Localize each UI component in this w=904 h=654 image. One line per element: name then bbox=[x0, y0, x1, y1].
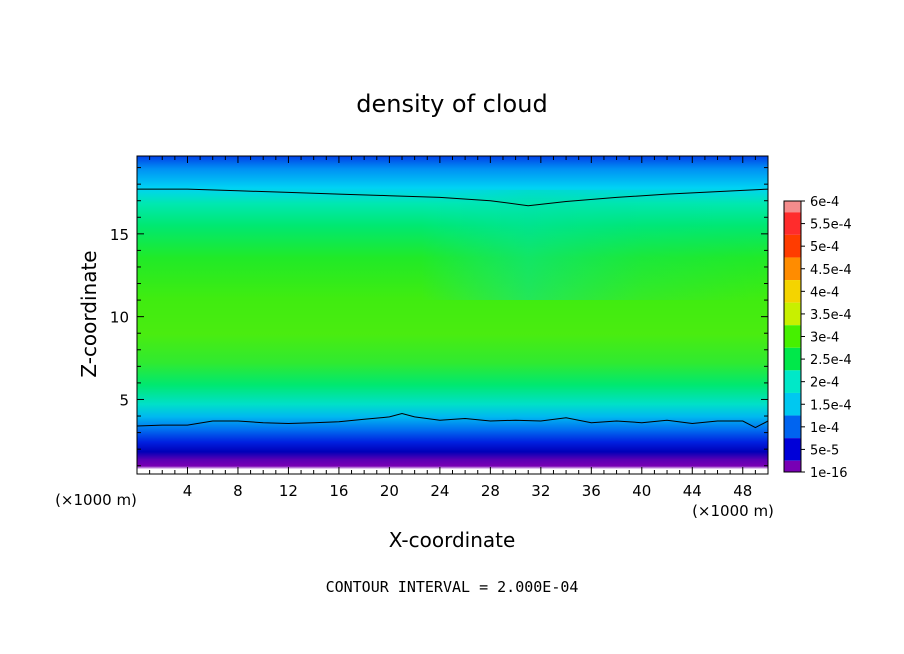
colorbar-swatch bbox=[784, 212, 801, 235]
colorbar-swatch bbox=[784, 280, 801, 303]
colorbar-swatch bbox=[784, 257, 801, 281]
y-tick-label: 15 bbox=[110, 226, 129, 244]
colorbar-swatch bbox=[784, 438, 801, 461]
colorbar-label: 4e-4 bbox=[810, 285, 839, 300]
x-tick-label: 32 bbox=[531, 482, 550, 500]
y-tick-label: 5 bbox=[119, 391, 129, 409]
colorbar-swatch bbox=[784, 370, 801, 393]
x-tick-label: 44 bbox=[683, 482, 702, 500]
colorbar-swatch bbox=[784, 392, 801, 416]
x-unit-label: (×1000 m) bbox=[55, 491, 137, 509]
colorbar-label: 4.5e-4 bbox=[810, 263, 852, 278]
contour-interval-note: CONTOUR INTERVAL = 2.000E-04 bbox=[326, 578, 579, 596]
x-tick-label: 28 bbox=[481, 482, 500, 500]
y-axis-label: Z-coordinate bbox=[77, 250, 101, 377]
x-tick-label: 36 bbox=[582, 482, 601, 500]
x-tick-label: 8 bbox=[233, 482, 243, 500]
colorbar-swatch bbox=[784, 201, 801, 213]
x-tick-label: 16 bbox=[329, 482, 348, 500]
y-unit-label: (×1000 m) bbox=[692, 502, 774, 520]
colorbar-label: 2e-4 bbox=[810, 376, 839, 391]
colorbar-label: 1e-4 bbox=[810, 421, 839, 436]
colorbar-swatch bbox=[784, 347, 801, 371]
x-axis-label: X-coordinate bbox=[389, 528, 516, 552]
y-tick-label: 10 bbox=[110, 309, 129, 327]
colorbar-label: 3e-4 bbox=[810, 331, 839, 346]
colorbar: 6e-4 5.5e-4 5e-4 4.5e-4 4e-4 3.5e-4 3e-4 2.5e-4… bbox=[783, 195, 852, 481]
y-axis: 5 10 15 bbox=[110, 167, 768, 467]
x-tick-label: 48 bbox=[733, 482, 752, 500]
density-field-upper-band bbox=[137, 190, 768, 300]
colorbar-swatch bbox=[784, 234, 801, 258]
chart-title: density of cloud bbox=[356, 90, 547, 118]
upper-contour-line bbox=[137, 188, 768, 207]
colorbar-label: 1e-16 bbox=[810, 466, 848, 481]
colorbar-label: 6e-4 bbox=[810, 195, 839, 210]
colorbar-label: 1.5e-4 bbox=[810, 398, 852, 413]
x-tick-label: 4 bbox=[183, 482, 193, 500]
x-tick-label: 24 bbox=[430, 482, 449, 500]
x-axis: 4 8 12 16 20 24 28 32 36 40 44 48 bbox=[149, 156, 756, 500]
colorbar-swatch bbox=[784, 325, 801, 348]
colorbar-label: 5.5e-4 bbox=[810, 218, 852, 233]
colorbar-label: 2.5e-4 bbox=[810, 353, 852, 368]
x-tick-label: 40 bbox=[632, 482, 651, 500]
colorbar-label: 3.5e-4 bbox=[810, 308, 852, 323]
x-tick-label: 20 bbox=[380, 482, 399, 500]
colorbar-swatch bbox=[784, 460, 801, 472]
plot-area bbox=[137, 156, 768, 474]
colorbar-label: 5e-4 bbox=[810, 240, 839, 255]
colorbar-label: 5e-5 bbox=[810, 443, 839, 458]
lower-contour-line bbox=[137, 412, 768, 429]
x-tick-label: 12 bbox=[279, 482, 298, 500]
colorbar-swatch bbox=[784, 302, 801, 326]
colorbar-swatch bbox=[784, 415, 801, 439]
